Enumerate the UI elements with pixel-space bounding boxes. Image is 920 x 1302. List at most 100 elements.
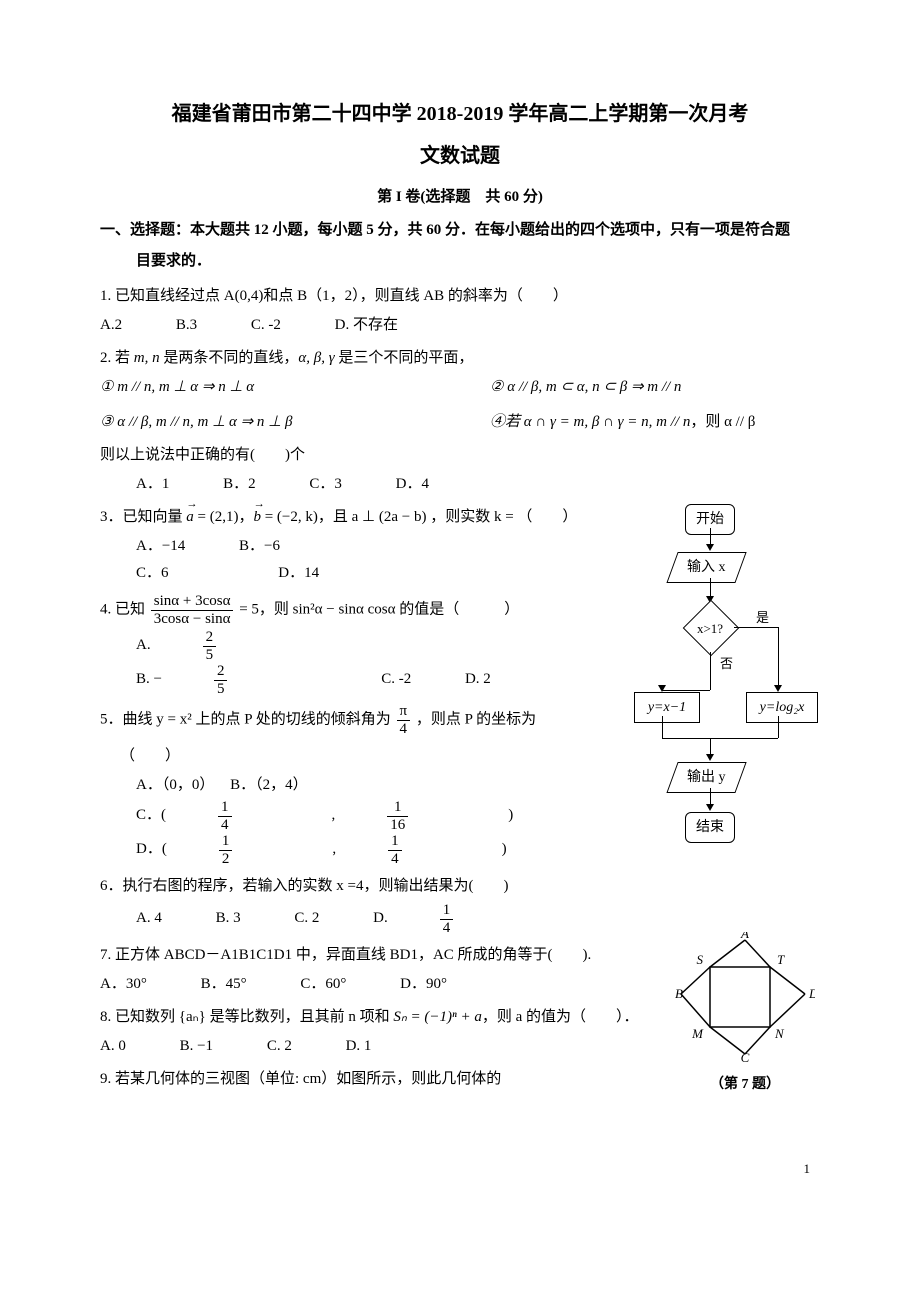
q5-c-post: ) (508, 802, 513, 829)
q2-s4a: ④若 α ∩ γ = m, β ∩ γ = n, m // n (490, 414, 690, 430)
fc-arrowhead (774, 685, 782, 692)
fc-arrowhead (706, 544, 714, 551)
q5-opt-b: B．（2，4） (230, 772, 308, 799)
fc-cond: x>1? (685, 617, 735, 640)
q3-vec-a: a (186, 509, 194, 525)
q2-statements-row1: ① m // n, m ⊥ α ⇒ n ⊥ α ② α // β, m ⊂ α,… (100, 374, 820, 401)
cube-T: T (777, 952, 785, 967)
q5-b: ，则点 P 的坐标为 (416, 711, 536, 727)
fc-arrowhead (706, 754, 714, 761)
fc-arrow (662, 716, 663, 738)
q8-b: 是等比数列，且其前 n 项和 (206, 1009, 394, 1025)
q8-sn: Sₙ = (−1)ⁿ + a (393, 1009, 482, 1025)
q5-c-d2: 16 (387, 817, 408, 834)
cube-caption: （第 7 题） (670, 1072, 820, 1097)
q6-opt-c: C. 2 (294, 905, 319, 932)
question-1-options: A.2 B.3 C. -2 D. 不存在 (100, 312, 820, 339)
q2-pre: 2. 若 (100, 350, 134, 366)
page-subtitle: 文数试题 (100, 138, 820, 174)
cube-figure: A S T B D M N C （第 7 题） (670, 932, 820, 1097)
fc-end: 结束 (685, 812, 735, 843)
q4-frac-num: sinα + 3cosα (151, 593, 234, 611)
q4-pre: 4. 已知 (100, 601, 149, 617)
fc-branch2: y=log₂x (746, 692, 818, 723)
q4-a-den: 5 (203, 647, 217, 664)
question-1: 1. 已知直线经过点 A(0,4)和点 B（1，2），则直线 AB 的斜率为（ … (100, 283, 820, 310)
q2-mn: m, n (134, 350, 160, 366)
fc-input-label: 输入 x (687, 555, 726, 580)
q2-opt-a: A．1 (136, 471, 169, 498)
q4-opt-c: C. -2 (381, 666, 411, 693)
q6-d-pre: D. (373, 905, 388, 932)
q3-opt-c: C．6 (136, 560, 169, 587)
cube-N: N (774, 1026, 785, 1041)
q6-opt-d: D. 14 (373, 902, 553, 936)
q4-mid: = 5，则 sin²α − sinα cosα 的值是（ ） (239, 601, 519, 617)
page-title: 福建省莆田市第二十四中学 2018-2019 学年高二上学期第一次月考 (100, 96, 820, 132)
q5-frac: π4 (397, 703, 411, 737)
q1-opt-c: C. -2 (251, 312, 281, 339)
q4-opt-b: B. −25 (136, 663, 327, 697)
cube-C: C (741, 1050, 750, 1062)
q2-abg: α, β, γ (298, 350, 334, 366)
q5-opt-d: D．(12, 14) (136, 833, 557, 867)
q5-d-pre: D．( (136, 836, 167, 863)
q5-c-d1: 4 (218, 817, 232, 834)
q7-opt-b: B．45° (201, 971, 247, 998)
question-2: 2. 若 m, n 是两条不同的直线，α, β, γ 是三个不同的平面， (100, 345, 820, 372)
q3-vec-b: b (253, 509, 261, 525)
q8-opt-a: A. 0 (100, 1033, 126, 1060)
q8-opt-c: C. 2 (267, 1033, 292, 1060)
q7-opt-a: A．30° (100, 971, 147, 998)
q2-mid2: 是三个不同的平面， (335, 350, 474, 366)
q2-opt-b: B．2 (223, 471, 256, 498)
q2-tail: 则以上说法中正确的有( )个 (100, 442, 820, 469)
q2-opt-d: D．4 (396, 471, 429, 498)
q6-opt-b: B. 3 (216, 905, 241, 932)
q8-c: ，则 a 的值为（ ）． (482, 1009, 639, 1025)
fc-arrowhead (706, 804, 714, 811)
page-number: 1 (100, 1157, 820, 1180)
fc-input: 输入 x (672, 552, 741, 583)
q4-b-den: 5 (214, 681, 228, 698)
q3-eq-a: = (2,1)， (194, 509, 254, 525)
q2-mid1: 是两条不同的直线， (160, 350, 299, 366)
instructions-line2: 目要求的． (136, 248, 820, 275)
cube-A: A (740, 932, 749, 941)
q7-opt-c: C．60° (300, 971, 346, 998)
q2-s4b: ，则 α // β (690, 414, 755, 430)
fc-arrow (710, 738, 778, 739)
q2-s2: ② α // β, m ⊂ α, n ⊂ β ⇒ m // n (490, 379, 681, 395)
q3-a: 3．已知向量 (100, 509, 186, 525)
fc-branch1: y=x−1 (634, 692, 700, 723)
fc-arrow (662, 738, 710, 739)
q5-d-d1: 2 (219, 851, 233, 868)
cube-D: D (808, 986, 815, 1001)
q8-seq: {aₙ} (179, 1009, 206, 1025)
q5-d-mid: , (332, 836, 336, 863)
q4-a-num: 2 (203, 629, 217, 647)
q2-statements-row2: ③ α // β, m // n, m ⊥ α ⇒ n ⊥ β ④若 α ∩ γ… (100, 409, 820, 436)
q5-c-n2: 1 (387, 799, 408, 817)
cube-B: B (675, 986, 683, 1001)
q6-opt-a: A. 4 (136, 905, 162, 932)
section-header: 第 I 卷(选择题 共 60 分) (100, 184, 820, 211)
fc-decision: x>1? (685, 602, 735, 652)
instructions-line1: 一、选择题：本大题共 12 小题，每小题 5 分，共 60 分．在每小题给出的四… (100, 217, 820, 244)
q4-b-num: 2 (214, 663, 228, 681)
q2-opt-c: C．3 (309, 471, 342, 498)
fc-arrow (778, 627, 779, 689)
q1-opt-d: D. 不存在 (335, 312, 398, 339)
q2-s3: ③ α // β, m // n, m ⊥ α ⇒ n ⊥ β (100, 414, 292, 430)
fc-output: 输出 y (672, 762, 741, 793)
q8-opt-d: D. 1 (346, 1033, 372, 1060)
q6-d-den: 4 (440, 920, 454, 937)
fc-arrow (662, 690, 710, 691)
fc-branch1-label: y=x−1 (648, 700, 686, 715)
q3-opt-b: B．−6 (239, 533, 280, 560)
cube-M: M (691, 1026, 704, 1041)
q8-a: 8. 已知数列 (100, 1009, 179, 1025)
q3-eq-b: = (−2, k)，且 a ⊥ (2a − b) ，则实数 k = （ ） (261, 509, 577, 525)
flowchart: 开始 输入 x x>1? 是 否 y=x−1 y=log₂x 输出 y 结束 (630, 504, 810, 904)
q4-a-pre: A. (136, 632, 151, 659)
